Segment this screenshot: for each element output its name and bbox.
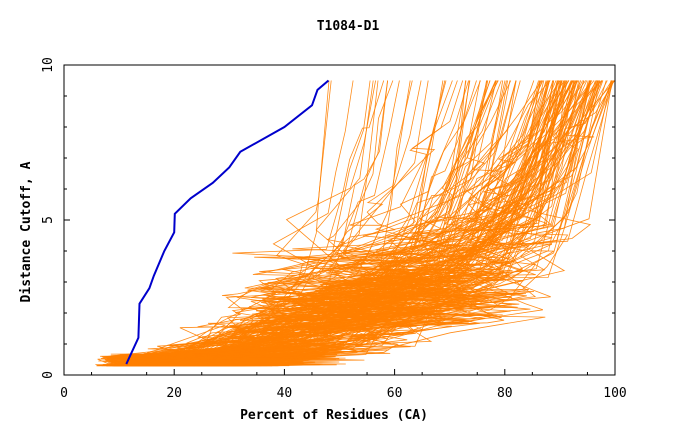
model-series-line xyxy=(100,80,497,365)
highlight-series-line xyxy=(125,79,330,365)
y-axis-label: Distance Cutoff, A xyxy=(19,161,34,302)
x-tick-label: 60 xyxy=(387,386,403,401)
model-series-line xyxy=(104,80,560,367)
y-tick-label: 10 xyxy=(41,57,56,73)
model-series-line xyxy=(129,80,585,367)
chart-title: T1084-D1 xyxy=(317,19,380,34)
model-series-line xyxy=(114,80,511,367)
other-models-lines xyxy=(95,80,616,367)
y-tick-label: 5 xyxy=(41,216,56,224)
x-axis-label: Percent of Residues (CA) xyxy=(240,408,428,423)
model-series-line xyxy=(127,80,562,365)
highlight-model-line xyxy=(125,79,330,365)
x-tick-label: 80 xyxy=(497,386,513,401)
model-series-line xyxy=(145,80,603,367)
model-series-line xyxy=(116,80,545,367)
y-tick-label: 0 xyxy=(41,371,56,379)
x-axis-ticks: 0 20 40 60 80 100 xyxy=(60,369,627,401)
x-tick-label: 0 xyxy=(60,386,68,401)
x-tick-label: 100 xyxy=(603,386,626,401)
x-tick-label: 40 xyxy=(277,386,293,401)
y-axis-ticks: 0 5 10 xyxy=(41,57,615,379)
model-series-line xyxy=(153,80,560,367)
x-tick-label: 20 xyxy=(166,386,182,401)
model-series-line xyxy=(106,80,502,367)
